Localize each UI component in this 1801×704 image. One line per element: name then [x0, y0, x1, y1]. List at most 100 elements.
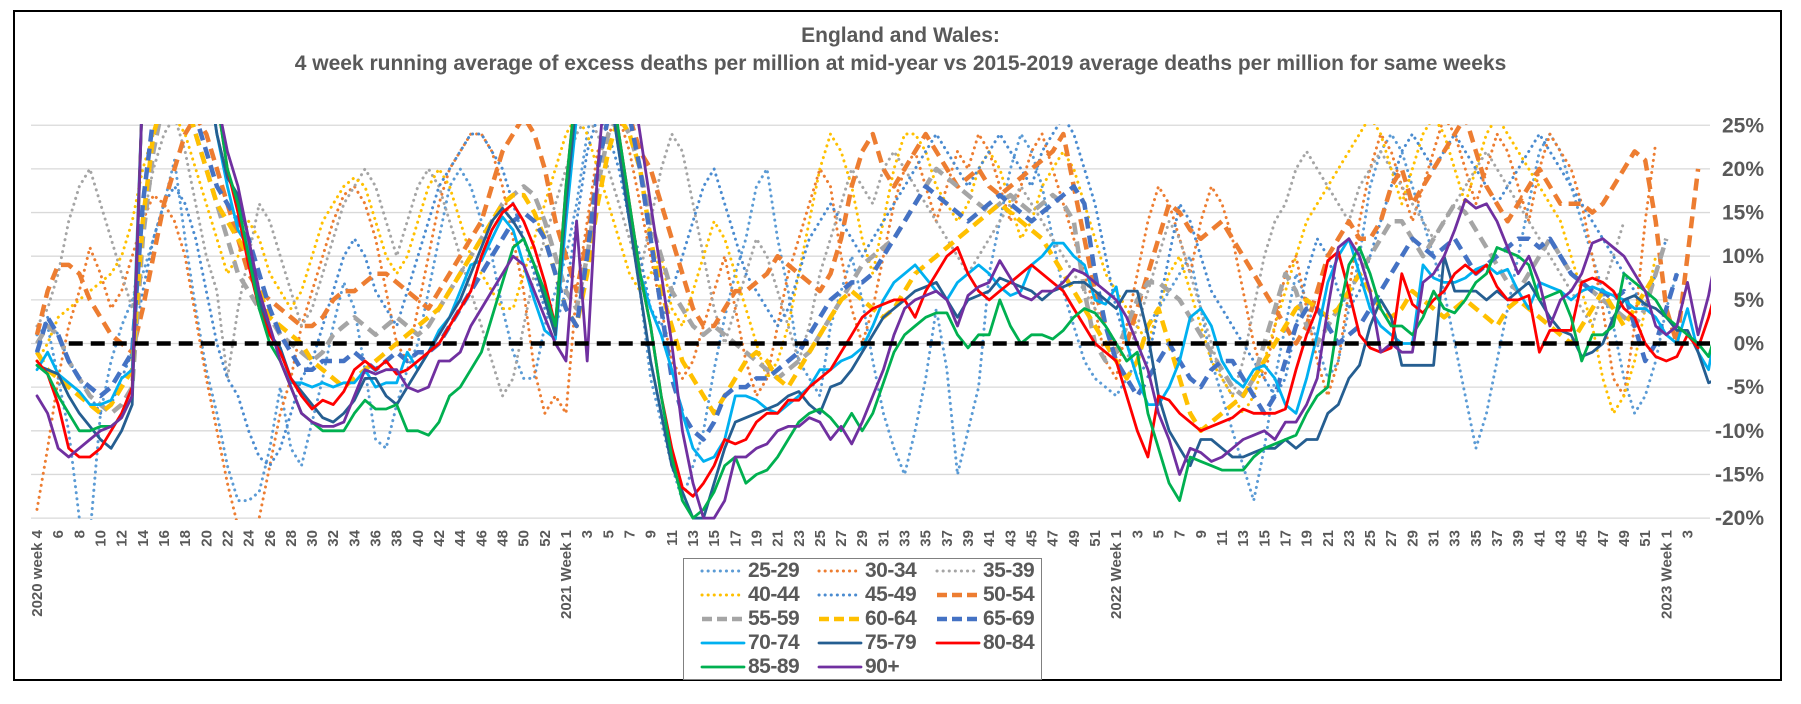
x-tick-label: 35 — [1468, 530, 1485, 547]
legend-label: 25-29 — [748, 559, 800, 582]
series-25-29 — [35, 124, 1679, 520]
x-tick-label: 47 — [1595, 530, 1612, 547]
legend-item: 80-84 — [935, 631, 1035, 655]
x-tick-label: 5 — [1150, 530, 1167, 538]
x-tick-label: 33 — [1447, 530, 1464, 547]
x-tick-label: 46 — [473, 530, 490, 547]
x-tick-label: 15 — [1256, 530, 1273, 547]
legend-swatch-solid — [700, 641, 746, 645]
series-85-89 — [35, 124, 1711, 520]
legend-label: 65-69 — [983, 607, 1035, 630]
legend-label: 50-54 — [983, 583, 1035, 606]
x-tick-label: 37 — [939, 530, 956, 547]
x-tick-label: 7 — [1172, 530, 1189, 538]
x-tick-label: 27 — [1383, 530, 1400, 547]
x-tick-label: 16 — [156, 530, 173, 547]
x-tick-label: 21 — [1320, 530, 1337, 547]
series-layer — [34, 124, 1711, 520]
x-tick-label: 10 — [92, 530, 109, 547]
legend-swatch-dashed — [937, 592, 979, 598]
legend-item: 65-69 — [935, 607, 1035, 631]
legend-swatch-dotted — [817, 593, 863, 597]
x-tick-label: 28 — [283, 530, 300, 547]
x-tick-label: 35 — [918, 530, 935, 547]
x-tick-label: 33 — [897, 530, 914, 547]
legend-label: 75-79 — [865, 631, 917, 654]
legend-item: 35-39 — [935, 559, 1035, 583]
x-tick-label: 41 — [981, 530, 998, 547]
x-tick-label: 11 — [1214, 530, 1231, 546]
x-tick-label: 17 — [727, 530, 744, 547]
x-tick-label: 17 — [1277, 530, 1294, 547]
x-tick-label: 36 — [368, 530, 385, 547]
y-tick-label: 0% — [1734, 333, 1765, 356]
x-tick-label: 26 — [262, 530, 279, 547]
x-tick-label: 20 — [198, 530, 215, 547]
y-tick-label: -5% — [1727, 376, 1765, 399]
series-50-54 — [34, 124, 1701, 355]
x-tick-label: 11 — [664, 530, 681, 546]
legend-swatch-dotted — [817, 569, 863, 573]
x-tick-label: 38 — [389, 530, 406, 547]
x-tick-label: 32 — [325, 530, 342, 547]
x-tick-label: 7 — [621, 530, 638, 538]
x-tick-label: 48 — [495, 530, 512, 547]
x-tick-label: 30 — [304, 530, 321, 547]
series-75-79 — [35, 124, 1711, 520]
x-tick-label: 39 — [1510, 530, 1527, 547]
x-tick-label: 51 — [1087, 530, 1104, 547]
x-tick-label: 2020 week 4 — [29, 529, 46, 616]
series-70-74 — [35, 124, 1711, 463]
x-tick-label: 3 — [579, 530, 596, 538]
legend-label: 80-84 — [983, 631, 1035, 654]
x-tick-label: 31 — [875, 530, 892, 547]
series-90plus — [35, 124, 1711, 520]
x-tick-label: 9 — [643, 530, 660, 538]
chart-title: England and Wales: — [801, 24, 1000, 47]
y-tick-label: 5% — [1734, 289, 1765, 312]
x-tick-label: 18 — [177, 530, 194, 547]
x-tick-label: 3 — [1679, 530, 1696, 538]
x-tick-label: 49 — [1616, 530, 1633, 547]
legend-label: 35-39 — [983, 559, 1035, 582]
x-tick-label: 2021 Week 1 — [558, 530, 575, 619]
legend-item: 70-74 — [700, 631, 800, 655]
x-tick-label: 29 — [854, 530, 871, 547]
x-tick-label: 21 — [770, 530, 787, 547]
x-tick-label: 43 — [1553, 530, 1570, 547]
legend-swatch-solid — [935, 641, 981, 645]
x-tick-label: 13 — [685, 530, 702, 547]
x-tick-label: 27 — [833, 530, 850, 547]
x-tick-label: 41 — [1531, 530, 1548, 547]
legend-item: 50-54 — [935, 583, 1035, 607]
x-tick-label: 44 — [452, 529, 469, 546]
legend-swatch-dashed — [702, 616, 744, 622]
legend-label: 85-89 — [748, 655, 800, 678]
x-tick-label: 19 — [1299, 530, 1316, 547]
x-tick-label: 42 — [431, 530, 448, 547]
x-axis: 2020 week 4 6 8 10 12 14 16 18 20 22 24 26 28 30 32 34 3… — [29, 529, 1696, 619]
x-tick-label: 34 — [346, 529, 363, 546]
x-tick-label: 8 — [71, 530, 88, 538]
y-tick-label: 20% — [1722, 158, 1764, 181]
gridlines — [31, 124, 1710, 519]
y-axis: 25% 20% 15% 10% 5% 0% -5% -10% -15% -20% — [1715, 114, 1764, 530]
x-tick-label: 14 — [135, 529, 152, 546]
legend-item: 60-64 — [817, 607, 917, 631]
legend-label: 90+ — [865, 655, 900, 678]
legend-item: 85-89 — [700, 655, 800, 679]
x-tick-label: 9 — [1193, 530, 1210, 538]
x-tick-label: 45 — [1574, 530, 1591, 547]
x-tick-label: 40 — [410, 530, 427, 547]
y-tick-label: -10% — [1715, 420, 1764, 443]
legend: 25-29 30-34 35-39 40-44 45-49 50-54 55-59 60-64… — [683, 558, 1042, 680]
x-tick-label: 12 — [114, 530, 131, 547]
x-tick-label: 25 — [812, 530, 829, 547]
x-tick-label: 45 — [1024, 530, 1041, 547]
x-tick-label: 47 — [1045, 530, 1062, 547]
legend-swatch-dotted — [700, 569, 746, 573]
y-tick-label: 10% — [1722, 245, 1764, 268]
legend-swatch-solid — [817, 665, 863, 669]
x-tick-label: 19 — [748, 530, 765, 547]
y-tick-label: 25% — [1722, 114, 1764, 137]
